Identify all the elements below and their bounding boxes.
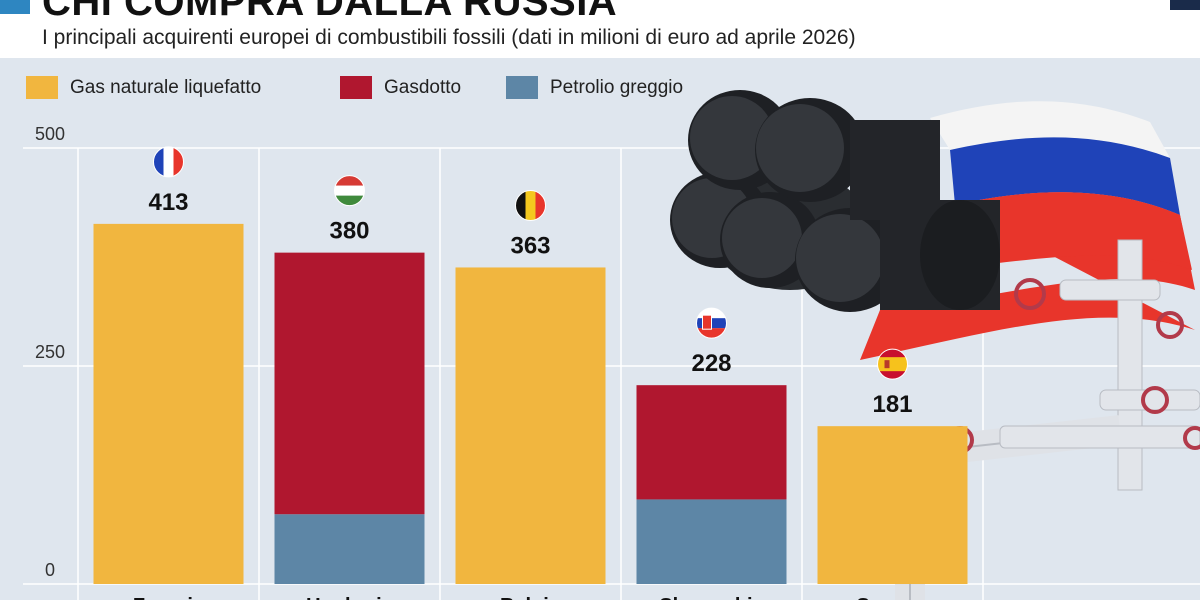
flag-spain-icon — [877, 348, 908, 380]
page-subtitle: I principali acquirenti europei di combu… — [42, 26, 856, 49]
category-label-belgio: Belgio — [500, 595, 561, 600]
category-label-slovacchia: Slovacchia — [659, 595, 764, 600]
bar-ungheria-gasdotto — [274, 252, 425, 515]
legend-item-lng: Gas naturale liquefatto — [26, 76, 261, 99]
category-label-spagna: Spagna — [856, 595, 929, 600]
legend-swatch-oil — [506, 76, 538, 99]
category-label-francia: Francia — [133, 595, 205, 600]
legend-item-pipeline: Gasdotto — [340, 76, 461, 99]
legend-label-lng: Gas naturale liquefatto — [70, 76, 262, 98]
flag-slovakia-icon — [696, 307, 727, 339]
labels-layer: 413 Francia 380 Ungheria 363 Belgio 228 Slovacc… — [133, 146, 929, 600]
oil-barrels-illustration — [670, 90, 1000, 312]
value-label-francia: 413 — [148, 189, 188, 216]
bar-spagna-gas-naturale-liquefatto — [817, 426, 968, 584]
bar-francia-gas-naturale-liquefatto — [93, 223, 244, 584]
value-label-belgio: 363 — [510, 232, 550, 259]
publisher-logo — [1170, 0, 1200, 10]
bar-slovacchia-gasdotto — [636, 385, 787, 500]
category-label-ungheria: Ungheria — [306, 595, 394, 600]
legend-swatch-pipeline — [340, 76, 372, 99]
value-label-spagna: 181 — [872, 391, 912, 418]
legend-label-oil: Petrolio greggio — [550, 76, 684, 98]
accent-box — [0, 0, 30, 14]
bar-ungheria-petrolio-greggio — [274, 514, 425, 584]
flag-hungary-icon — [334, 175, 365, 207]
barrels-illustration — [670, 90, 1200, 600]
legend-swatch-lng — [26, 76, 58, 99]
flag-belgium-icon — [515, 189, 546, 221]
bar-slovacchia-petrolio-greggio — [636, 499, 787, 584]
legend-label-pipeline: Gasdotto — [384, 76, 462, 98]
y-tick-label-0: 0 — [45, 560, 55, 580]
value-label-ungheria: 380 — [329, 218, 369, 245]
legend-item-oil: Petrolio greggio — [506, 76, 683, 99]
page-title: CHI COMPRA DALLA RUSSIA — [42, 0, 618, 24]
flag-france-icon — [153, 146, 184, 178]
bars-layer — [93, 223, 968, 584]
bar-belgio-gas-naturale-liquefatto — [455, 267, 606, 584]
value-label-slovacchia: 228 — [691, 350, 731, 377]
y-tick-label-250: 250 — [35, 342, 65, 362]
y-tick-label-500: 500 — [35, 124, 65, 144]
